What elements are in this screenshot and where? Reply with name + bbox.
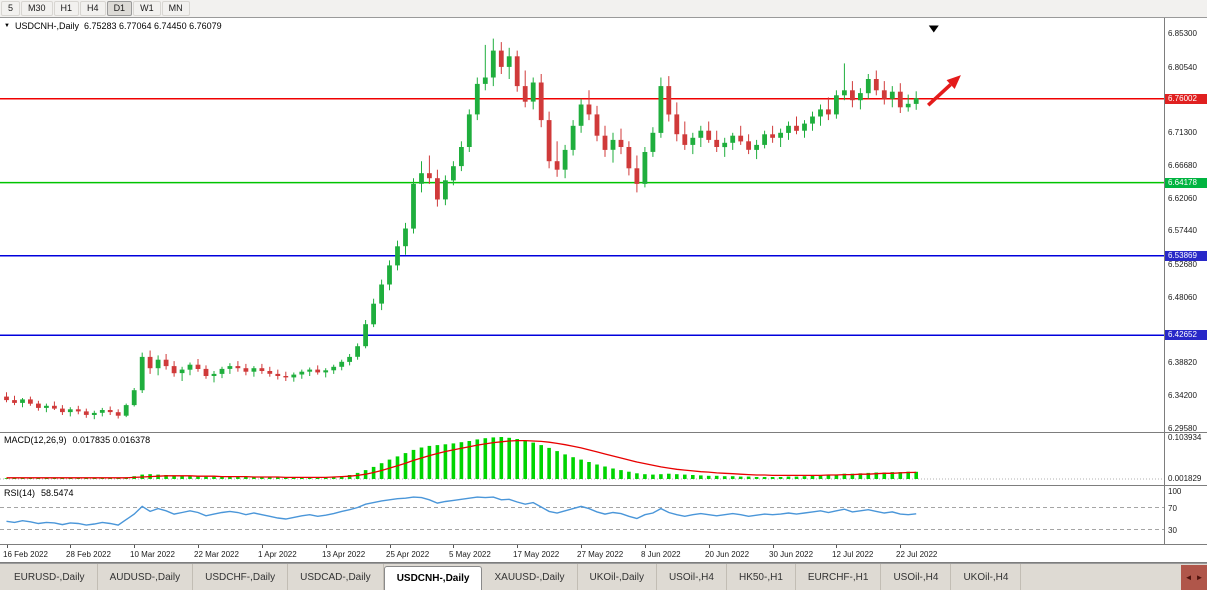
- tab-scroll-left-icon[interactable]: ◄: [1184, 573, 1193, 582]
- date-tick-mark: [836, 545, 837, 548]
- date-tick-mark: [709, 545, 710, 548]
- date-tick-mark: [326, 545, 327, 548]
- macd-name: MACD(12,26,9): [4, 435, 67, 445]
- date-label: 5 May 2022: [449, 550, 491, 559]
- chart-tab-eurusd-daily[interactable]: EURUSD-,Daily: [2, 564, 98, 590]
- chart-tabs: EURUSD-,Daily AUDUSD-,Daily USDCHF-,Daily U…: [0, 564, 1022, 590]
- rsi-name: RSI(14): [4, 488, 36, 498]
- chart-tab-usdchf-daily[interactable]: USDCHF-,Daily: [193, 564, 289, 590]
- date-tick-mark: [70, 545, 71, 548]
- timeframe-button-mn[interactable]: MN: [161, 1, 190, 16]
- price-axis-tick: 6.85300: [1168, 28, 1197, 38]
- price-axis-tick: 6.52680: [1168, 260, 1197, 270]
- chart-tab-hk50-h1[interactable]: HK50-,H1: [726, 564, 796, 590]
- timeframe-button-h4[interactable]: H4: [80, 1, 106, 16]
- chart-tab-usdcad-daily[interactable]: USDCAD-,Daily: [288, 564, 384, 590]
- price-axis-tick: 6.29580: [1168, 423, 1197, 433]
- timeframe-button-m30[interactable]: M30: [21, 1, 53, 16]
- date-tick-mark: [390, 545, 391, 548]
- date-tick-mark: [645, 545, 646, 548]
- macd-values: 0.017835 0.016378: [72, 435, 151, 445]
- chart-tab-ukoil-h4[interactable]: UKOil-,H4: [951, 564, 1022, 590]
- chart-tab-usdcnh-daily[interactable]: USDCNH-,Daily: [383, 566, 483, 590]
- date-tick-mark: [773, 545, 774, 548]
- date-label: 12 Jul 2022: [832, 550, 874, 559]
- price-axis-tick: 6.66680: [1168, 160, 1197, 170]
- date-tick-mark: [7, 545, 8, 548]
- date-label: 16 Feb 2022: [3, 550, 48, 559]
- timeframe-buttons: 5 M30 H1 H4 D1 W1 MN: [1, 1, 191, 16]
- date-tick-mark: [900, 545, 901, 548]
- price-axis-tick: 6.71300: [1168, 128, 1197, 138]
- candlestick-plot[interactable]: [0, 18, 1164, 432]
- tab-scroll-right-icon[interactable]: ►: [1195, 573, 1204, 582]
- rsi-axis-tick: 30: [1168, 525, 1177, 535]
- chart-symbol-label: USDCNH-,Daily: [14, 21, 79, 31]
- chart-tab-bar: EURUSD-,Daily AUDUSD-,Daily USDCHF-,Daily U…: [0, 563, 1207, 590]
- date-tick-mark: [517, 545, 518, 548]
- chart-tab-usoil-h4[interactable]: USOil-,H4: [656, 564, 727, 590]
- rsi-value: 58.5474: [41, 488, 74, 498]
- macd-label: MACD(12,26,9) 0.017835 0.016378: [4, 435, 150, 445]
- price-axis-tick: 6.62060: [1168, 193, 1197, 203]
- price-axis[interactable]: 6.85300 6.80540 6.71300 6.66680 6.62060 6.574…: [1164, 18, 1207, 433]
- macd-panel: MACD(12,26,9) 0.017835 0.016378 0.103934…: [0, 433, 1207, 486]
- symbol-dropdown-icon[interactable]: ▼: [4, 22, 10, 29]
- date-label: 10 Mar 2022: [130, 550, 175, 559]
- price-level-badge: 6.64178: [1165, 177, 1207, 188]
- date-label: 22 Mar 2022: [194, 550, 239, 559]
- date-label: 30 Jun 2022: [769, 550, 814, 559]
- timeframe-button-d1[interactable]: D1: [106, 1, 133, 16]
- rsi-label: RSI(14) 58.5474: [4, 488, 74, 498]
- rsi-panel: RSI(14) 58.5474 100 70 30: [0, 486, 1207, 545]
- date-label: 8 Jun 2022: [641, 550, 681, 559]
- date-label: 28 Feb 2022: [66, 550, 111, 559]
- timeframe-button-w1[interactable]: W1: [133, 1, 161, 16]
- date-label: 1 Apr 2022: [258, 550, 297, 559]
- date-label: 17 May 2022: [513, 550, 560, 559]
- date-tick-mark: [453, 545, 454, 548]
- rsi-axis-tick: 70: [1168, 503, 1177, 513]
- rsi-axis-tick: 100: [1168, 487, 1182, 496]
- price-axis-tick: 6.80540: [1168, 62, 1197, 72]
- date-tick-mark: [134, 545, 135, 548]
- date-tick-mark: [581, 545, 582, 548]
- date-label: 22 Jul 2022: [896, 550, 938, 559]
- tab-scroll-buttons: ◄ ►: [1181, 565, 1207, 590]
- chart-tab-ukoil-daily[interactable]: UKOil-,Daily: [577, 564, 657, 590]
- price-level-badge: 6.42652: [1165, 330, 1207, 341]
- rsi-plot[interactable]: [0, 486, 1164, 544]
- rsi-axis[interactable]: 100 70 30: [1164, 486, 1207, 544]
- price-axis-tick: 6.48060: [1168, 292, 1197, 302]
- price-level-badge: 6.76002: [1165, 93, 1207, 104]
- chart-tab-usoil-h4[interactable]: USOil-,H4: [881, 564, 952, 590]
- chart-tab-audusd-daily[interactable]: AUDUSD-,Daily: [97, 564, 194, 590]
- timeframe-toolbar: 5 M30 H1 H4 D1 W1 MN: [0, 0, 1207, 18]
- date-tick-mark: [262, 545, 263, 548]
- macd-plot[interactable]: [0, 433, 1164, 485]
- date-label: 27 May 2022: [577, 550, 624, 559]
- chart-ohlc-values: 6.75283 6.77064 6.74450 6.76079: [83, 21, 222, 31]
- date-tick-mark: [198, 545, 199, 548]
- chart-tab-xauusd-daily[interactable]: XAUUSD-,Daily: [482, 564, 578, 590]
- chart-title: ▼ USDCNH-,Daily 6.75283 6.77064 6.74450 …: [4, 21, 222, 31]
- price-axis-tick: 6.38820: [1168, 358, 1197, 368]
- price-axis-tick: 6.34200: [1168, 391, 1197, 401]
- macd-axis-tick: 0.103934: [1168, 433, 1202, 442]
- macd-axis[interactable]: 0.103934 0.001829: [1164, 433, 1207, 485]
- date-axis[interactable]: 16 Feb 2022 28 Feb 2022 10 Mar 2022 22 Mar …: [0, 545, 1207, 563]
- chart-tab-eurchf-h1[interactable]: EURCHF-,H1: [795, 564, 882, 590]
- timeframe-button-5[interactable]: 5: [1, 1, 21, 16]
- date-label: 13 Apr 2022: [322, 550, 366, 559]
- price-axis-tick: 6.57440: [1168, 226, 1197, 236]
- price-level-badge: 6.53869: [1165, 250, 1207, 261]
- price-chart-panel: ▼ USDCNH-,Daily 6.75283 6.77064 6.74450 …: [0, 18, 1207, 433]
- date-label: 20 Jun 2022: [705, 550, 750, 559]
- macd-axis-tick: 0.001829: [1168, 474, 1202, 484]
- date-label: 25 Apr 2022: [386, 550, 430, 559]
- timeframe-button-h1[interactable]: H1: [53, 1, 80, 16]
